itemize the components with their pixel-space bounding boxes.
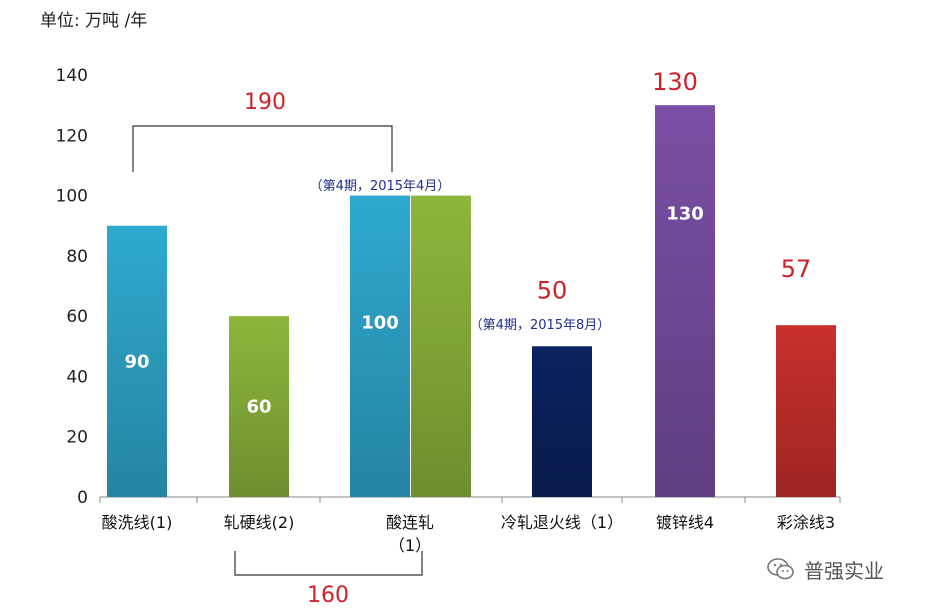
bar bbox=[229, 316, 289, 497]
bar bbox=[350, 195, 410, 498]
y-axis-unit-label: 单位: 万吨 /年 bbox=[40, 11, 148, 31]
x-category-label: 彩涂线3 bbox=[777, 513, 835, 532]
bar-value-label: 130 bbox=[666, 204, 704, 225]
y-tick-label: 40 bbox=[66, 367, 88, 387]
x-category-label: 冷轧退火线（1） bbox=[501, 513, 623, 532]
bracket-top bbox=[132, 125, 393, 172]
x-category-label: （1） bbox=[389, 536, 431, 555]
y-tick-label: 140 bbox=[56, 66, 88, 86]
bracket-total-label: 190 bbox=[244, 90, 286, 115]
bracket-total-label: 160 bbox=[307, 583, 349, 608]
bar-top-label: 50 bbox=[537, 276, 568, 304]
y-tick-label: 100 bbox=[56, 187, 88, 207]
y-tick-label: 120 bbox=[56, 126, 88, 146]
bar bbox=[107, 225, 167, 497]
x-category-label: 镀锌线4 bbox=[656, 513, 714, 532]
bar-value-label: 90 bbox=[124, 351, 149, 372]
y-tick-label: 20 bbox=[66, 428, 88, 448]
y-tick-label: 0 bbox=[77, 488, 88, 508]
bar-top-label: 57 bbox=[781, 255, 812, 283]
watermark-text: 普强实业 bbox=[804, 558, 884, 583]
bracket-bottom bbox=[234, 551, 423, 576]
bar-value-label: 60 bbox=[246, 397, 271, 418]
watermark: 普强实业 bbox=[766, 554, 884, 584]
period-annotation: （第4期，2015年4月） bbox=[310, 179, 451, 194]
bar bbox=[776, 325, 836, 497]
bar bbox=[411, 195, 471, 498]
wechat-icon bbox=[767, 558, 794, 580]
x-category-label: 轧硬线(2) bbox=[224, 513, 295, 532]
bar bbox=[655, 105, 715, 498]
x-category-label: 酸洗线(1) bbox=[102, 513, 173, 532]
y-tick-label: 60 bbox=[66, 307, 88, 327]
x-category-label: 酸连轧 bbox=[386, 513, 434, 532]
period-annotation: （第4期，2015年8月） bbox=[470, 318, 611, 333]
bar bbox=[532, 346, 592, 497]
y-tick-label: 80 bbox=[66, 247, 88, 267]
bar-top-label: 130 bbox=[652, 68, 698, 96]
bar-value-label: 100 bbox=[361, 312, 399, 333]
